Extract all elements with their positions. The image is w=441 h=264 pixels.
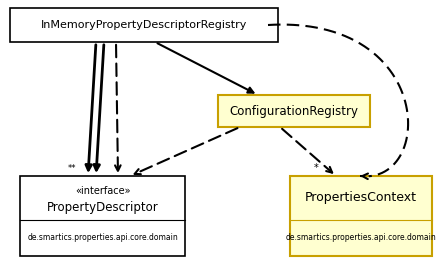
Text: InMemoryPropertyDescriptorRegistry: InMemoryPropertyDescriptorRegistry xyxy=(41,20,247,30)
Text: ConfigurationRegistry: ConfigurationRegistry xyxy=(229,105,359,117)
Text: PropertyDescriptor: PropertyDescriptor xyxy=(47,201,158,214)
Text: *: * xyxy=(314,163,318,173)
Text: PropertiesContext: PropertiesContext xyxy=(305,191,417,205)
Text: **: ** xyxy=(68,163,76,172)
Text: de.smartics.properties.api.core.domain: de.smartics.properties.api.core.domain xyxy=(286,233,437,243)
Bar xyxy=(20,176,185,256)
Bar xyxy=(290,176,432,256)
Text: de.smartics.properties.api.core.domain: de.smartics.properties.api.core.domain xyxy=(27,233,178,243)
Text: «interface»: «interface» xyxy=(75,186,130,196)
Bar xyxy=(218,95,370,127)
Bar xyxy=(10,8,278,42)
